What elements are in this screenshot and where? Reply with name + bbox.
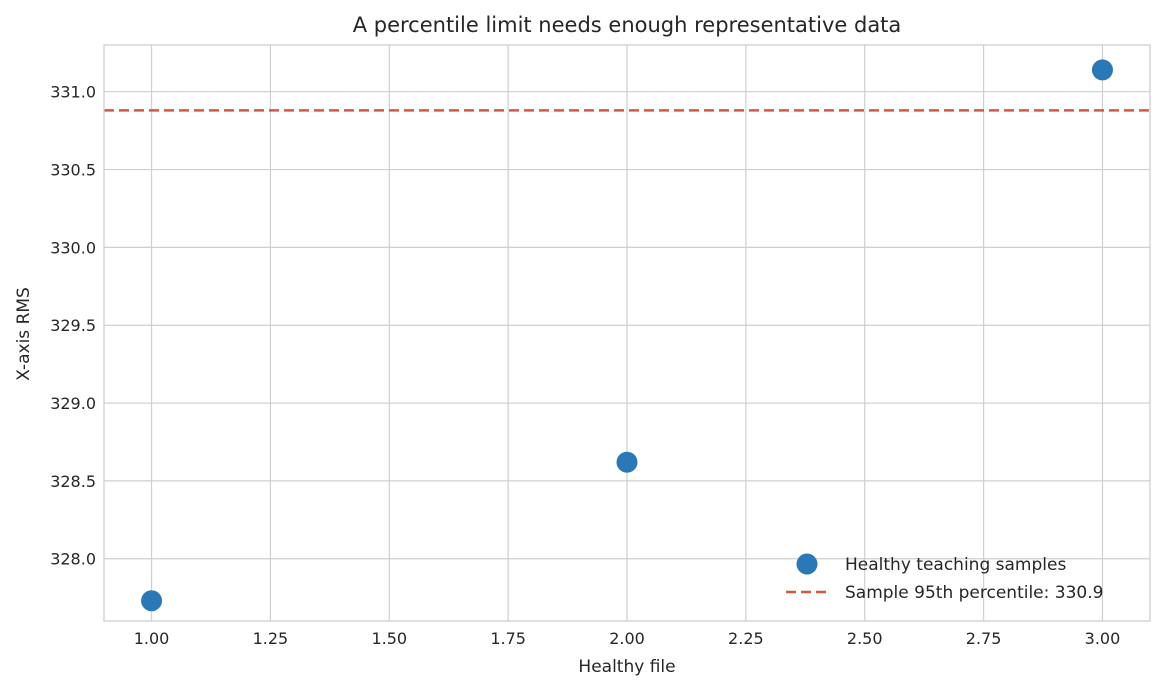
x-tick-label: 2.50 bbox=[847, 629, 883, 648]
y-axis-ticks: 328.0 328.5 329.0 329.5 330.0 330.5 331.0 bbox=[50, 83, 96, 569]
y-tick-label: 329.0 bbox=[50, 394, 96, 413]
data-point bbox=[1091, 59, 1113, 81]
x-tick-label: 2.75 bbox=[966, 629, 1002, 648]
data-point bbox=[141, 590, 163, 612]
y-tick-label: 329.5 bbox=[50, 316, 96, 335]
x-axis-ticks: 1.00 1.25 1.50 1.75 2.00 2.25 2.50 2.75 3.00 bbox=[134, 629, 1121, 648]
x-tick-label: 1.50 bbox=[371, 629, 407, 648]
chart-title: A percentile limit needs enough represen… bbox=[353, 13, 902, 37]
legend-label-percentile: Sample 95th percentile: 330.9 bbox=[845, 583, 1103, 603]
x-axis-label: Healthy file bbox=[578, 657, 675, 677]
x-tick-label: 1.00 bbox=[134, 629, 170, 648]
legend-label-samples: Healthy teaching samples bbox=[845, 555, 1066, 575]
data-point bbox=[616, 451, 638, 473]
x-tick-label: 1.75 bbox=[490, 629, 526, 648]
grid bbox=[104, 45, 1150, 621]
y-axis-label: X-axis RMS bbox=[14, 287, 34, 381]
legend: Healthy teaching samples Sample 95th perc… bbox=[786, 553, 1103, 603]
y-tick-label: 331.0 bbox=[50, 83, 96, 102]
plot-frame bbox=[103, 44, 1151, 622]
y-tick-label: 330.0 bbox=[50, 238, 96, 257]
legend-marker-scatter bbox=[796, 553, 818, 575]
x-tick-label: 2.25 bbox=[728, 629, 764, 648]
x-tick-label: 1.25 bbox=[253, 629, 289, 648]
y-tick-label: 330.5 bbox=[50, 161, 96, 180]
x-tick-label: 3.00 bbox=[1085, 629, 1121, 648]
y-tick-label: 328.0 bbox=[50, 550, 96, 569]
y-tick-label: 328.5 bbox=[50, 472, 96, 491]
x-tick-label: 2.00 bbox=[609, 629, 645, 648]
data-points bbox=[141, 59, 1113, 612]
